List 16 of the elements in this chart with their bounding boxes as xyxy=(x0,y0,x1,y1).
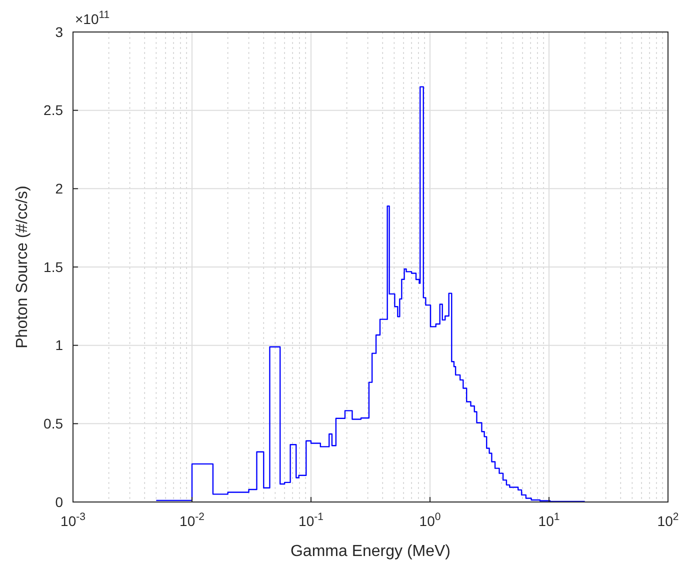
y-tick-label: 0.5 xyxy=(44,416,64,432)
x-tick-label: 10$^{1}$ xyxy=(538,511,560,529)
y-tick-label: 3 xyxy=(55,24,64,40)
y-tick-label: 2 xyxy=(55,180,64,197)
y-tick-label: 2.5 xyxy=(44,102,64,118)
x-tick-label: 10$^{-3}$ xyxy=(60,511,86,529)
x-tick-label: 10$^{-2}$ xyxy=(180,511,205,529)
y-axis-title: Photon Source (#/cc/s) xyxy=(14,186,31,348)
x-axis-title: Gamma Energy (MeV) xyxy=(290,543,451,560)
x-tick-label: 10$^{-1}$ xyxy=(298,511,324,529)
x-tick-label: 10$^{0}$ xyxy=(419,511,441,529)
y-tick-label: 0 xyxy=(55,494,64,510)
text: ×10$^{11}$ xyxy=(75,9,110,27)
y-tick-label: 1 xyxy=(55,337,64,354)
y-tick-label: 1.5 xyxy=(44,258,64,275)
x-tick-label: 10$^{2}$ xyxy=(657,511,679,529)
